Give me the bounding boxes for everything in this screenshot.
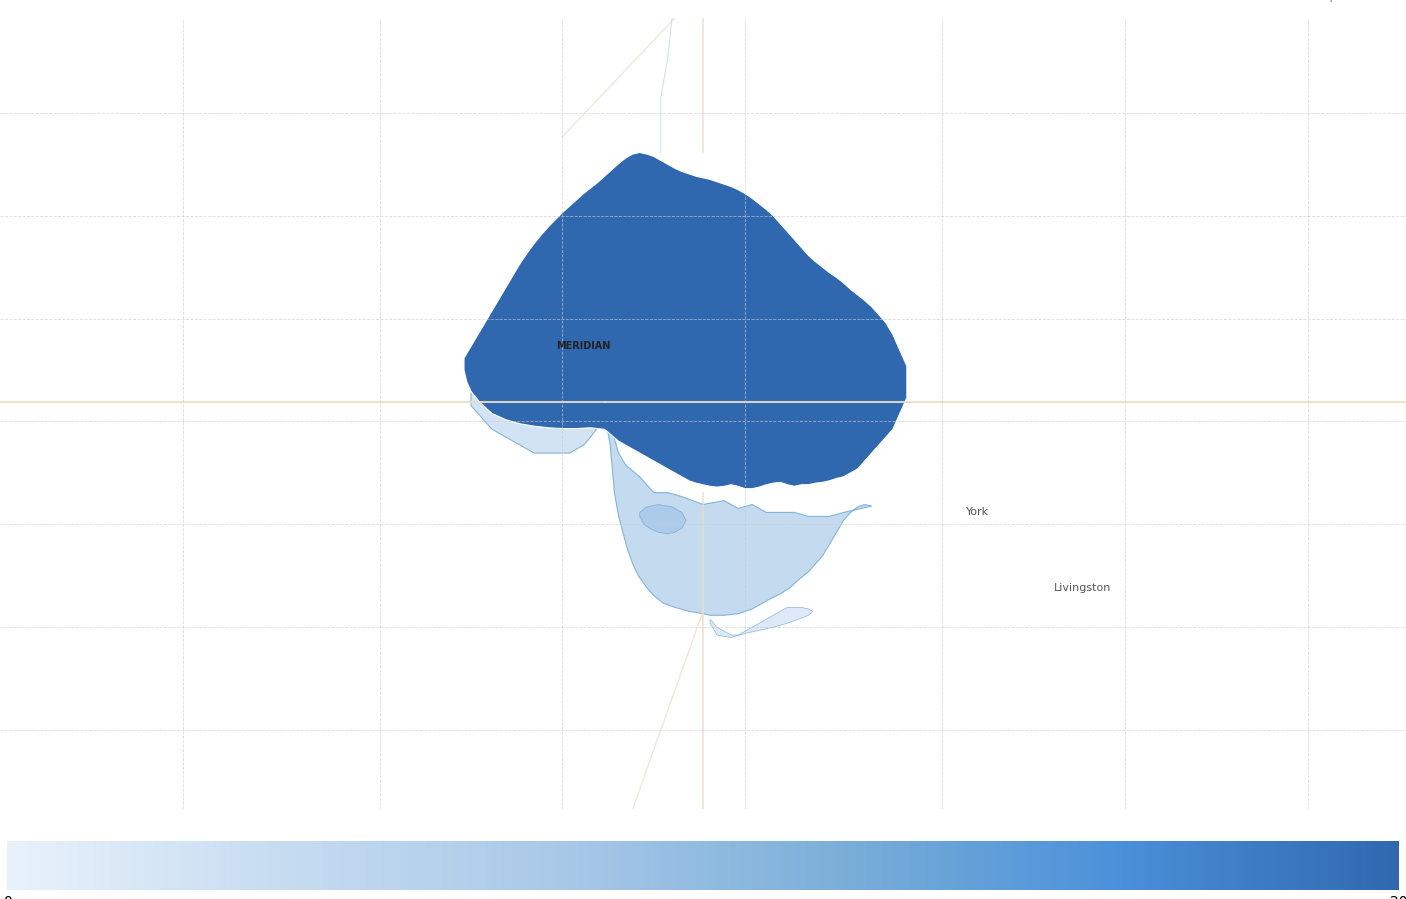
Polygon shape [471,297,599,453]
Polygon shape [598,382,872,615]
Text: Source: ZipAtlas.com: Source: ZipAtlas.com [1265,0,1399,2]
Polygon shape [710,608,813,637]
Polygon shape [640,504,686,534]
Polygon shape [464,153,907,489]
Text: Livingston: Livingston [1054,583,1111,592]
Text: MAP OF ZIP CODES WITH THE LARGEST FRENCH CANADIAN COMMUNITY IN MERIDIAN: MAP OF ZIP CODES WITH THE LARGEST FRENCH… [7,0,664,2]
Text: York: York [966,507,988,518]
Text: MERIDIAN: MERIDIAN [557,342,610,352]
